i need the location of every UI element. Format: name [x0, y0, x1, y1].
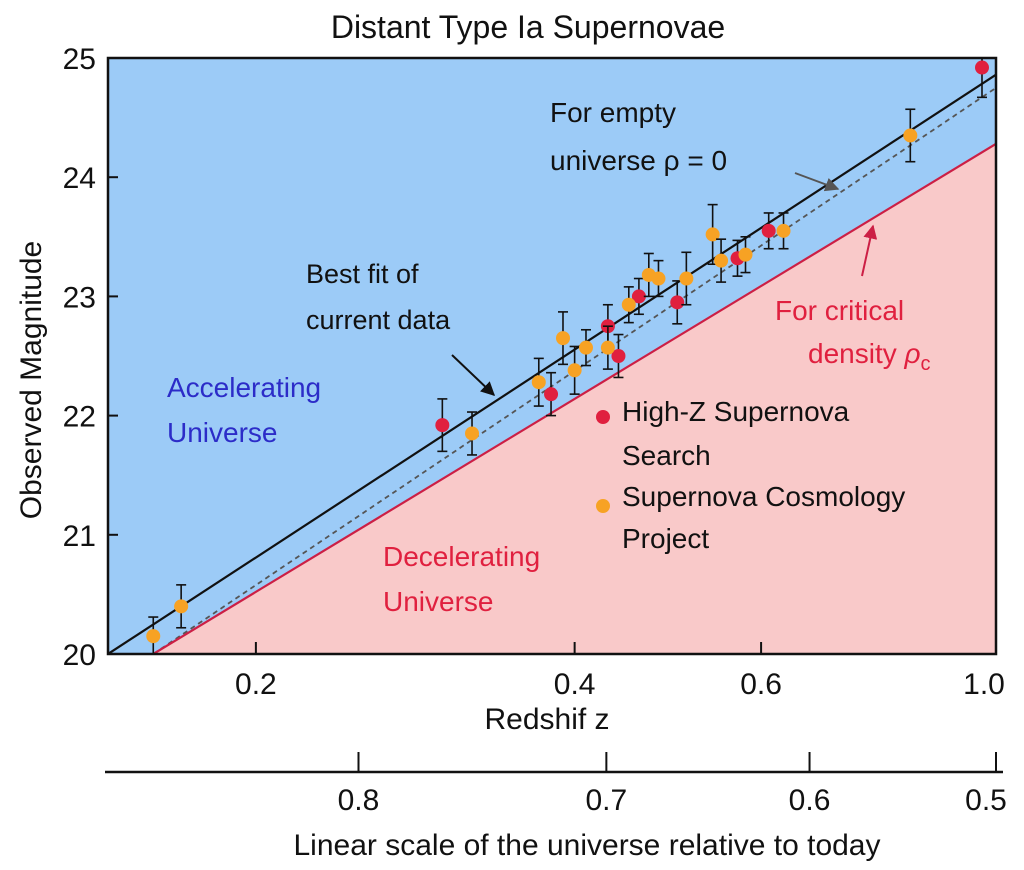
y-tick-label: 21: [63, 520, 96, 553]
point-marker: [705, 227, 720, 242]
point-marker: [600, 340, 615, 355]
point-marker: [651, 271, 666, 286]
high-z-point: [670, 280, 685, 325]
point-marker: [174, 599, 189, 614]
y-axis-label: Observed Magnitude: [15, 241, 48, 520]
y-tick-label: 24: [63, 162, 96, 195]
legend: High-Z Supernova Search Supernova Cosmol…: [596, 396, 913, 554]
scp-point: [738, 236, 753, 274]
plot-frame: [106, 56, 998, 656]
scp-point: [567, 345, 582, 395]
scp-point: [146, 616, 161, 654]
secondary-axis-label: Linear scale of the universe relative to…: [293, 829, 880, 862]
empty-universe-label: For empty universe ρ = 0: [550, 97, 727, 176]
high-z-point: [761, 212, 776, 250]
y-tick-label: 20: [63, 639, 96, 672]
point-marker: [761, 223, 776, 238]
best-fit-arrow: [451, 354, 496, 396]
point-marker: [903, 128, 918, 143]
secondary-tick-label: 0.6: [789, 784, 831, 817]
critical-density-arrow: [861, 224, 878, 277]
y-axis: 20 21 22 23 24 25: [63, 43, 118, 672]
point-marker: [670, 295, 685, 310]
x-tick-label: 1.0: [963, 668, 1005, 701]
best-fit-label: Best fit of current data: [306, 259, 451, 335]
legend-label-high-z: High-Z Supernova Search: [622, 396, 857, 471]
plot-area: [108, 58, 996, 654]
y-tick-label: 22: [63, 401, 96, 434]
secondary-tick-label: 0.7: [586, 784, 628, 817]
point-marker: [776, 223, 791, 238]
point-marker: [714, 253, 729, 268]
point-marker: [738, 247, 753, 262]
legend-label-scp: Supernova Cosmology Project: [622, 481, 913, 554]
x-tick-label: 0.6: [740, 668, 782, 701]
scp-point: [621, 286, 636, 324]
y-tick-label: 25: [63, 43, 96, 76]
x-tick-label: 0.2: [235, 668, 277, 701]
point-marker: [679, 271, 694, 286]
point-marker: [544, 387, 559, 402]
scp-point: [555, 311, 570, 366]
point-marker: [567, 363, 582, 378]
point-marker: [435, 418, 450, 433]
point-marker: [146, 629, 161, 644]
secondary-axis: 0.8 0.7 0.6 0.5: [338, 752, 1007, 817]
empty-universe-arrow: [794, 172, 840, 192]
x-axis-label: Redshif z: [484, 703, 609, 736]
high-z-point: [631, 277, 646, 316]
scp-point: [578, 328, 593, 367]
legend-marker-high-z: [596, 410, 610, 424]
scp-point: [174, 584, 189, 629]
decelerating-region: [108, 143, 996, 654]
best-fit-line: [108, 73, 996, 654]
y-tick-label: 23: [63, 281, 96, 314]
scp-point: [776, 212, 791, 250]
high-z-point: [544, 371, 559, 417]
scp-point: [600, 325, 615, 370]
scp-point: [679, 251, 694, 306]
point-marker: [621, 297, 636, 312]
x-tick-label: 0.4: [554, 668, 596, 701]
point-marker: [555, 331, 570, 346]
accelerating-region: [108, 58, 996, 654]
legend-marker-scp: [596, 499, 610, 513]
point-marker: [631, 289, 646, 304]
point-marker: [465, 426, 480, 441]
scp-point: [651, 259, 666, 298]
scp-point: [714, 238, 729, 283]
secondary-tick-label: 0.8: [338, 784, 380, 817]
chart-title: Distant Type Ia Supernovae: [331, 9, 725, 45]
critical-density-line: [152, 142, 996, 654]
point-marker: [578, 340, 593, 355]
point-marker: [611, 349, 626, 363]
high-z-point: [974, 58, 989, 99]
scp-point: [465, 411, 480, 456]
decelerating-label: Decelerating Universe: [383, 541, 548, 617]
accelerating-label: Accelerating Universe: [167, 372, 329, 448]
scp-point: [531, 357, 546, 407]
critical-density-label: For critical density ρc: [775, 295, 931, 375]
secondary-tick-label: 0.5: [965, 784, 1007, 817]
x-axis: 0.2 0.4 0.6 1.0: [235, 642, 1005, 701]
scp-point: [903, 108, 918, 163]
high-z-point: [611, 333, 626, 379]
high-z-point: [435, 398, 450, 453]
point-marker: [531, 375, 546, 390]
point-marker: [974, 60, 989, 75]
